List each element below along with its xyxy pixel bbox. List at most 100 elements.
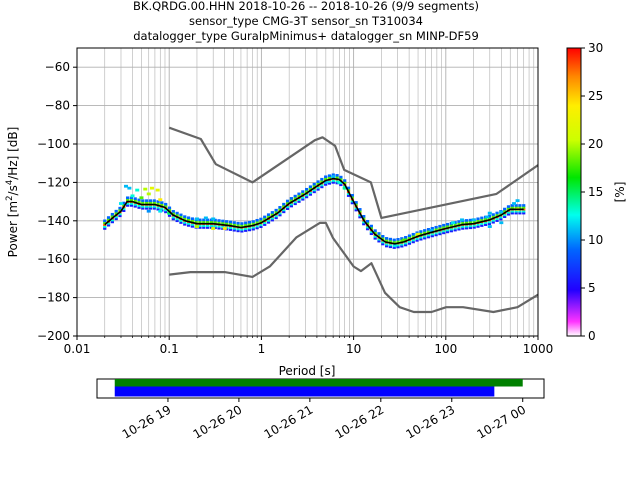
- psd-cell: [339, 175, 343, 179]
- psd-cell: [118, 206, 122, 210]
- psd-cell: [453, 228, 457, 232]
- psd-cell: [164, 202, 168, 206]
- psd-cell: [339, 177, 343, 181]
- psd-cell: [324, 183, 328, 186]
- psd-cell: [255, 226, 259, 230]
- psd-cell: [510, 209, 514, 213]
- psd-cell: [259, 225, 263, 229]
- psd-cell: [416, 232, 421, 236]
- psd-cell: [282, 204, 286, 208]
- psd-cell: [464, 226, 469, 230]
- psd-cell: [141, 201, 145, 204]
- psd-cell: [213, 226, 217, 230]
- psd-cell: [179, 215, 183, 219]
- colorbar-tick-label: 5: [588, 281, 596, 295]
- psd-cell: [146, 209, 151, 213]
- psd-cell: [278, 206, 282, 209]
- psd-cell: [335, 181, 339, 185]
- psd-cell: [495, 219, 499, 222]
- psd-cell: [396, 245, 400, 249]
- psd-cell: [484, 221, 488, 225]
- psd-cell: [240, 229, 244, 233]
- psd-cell: [221, 221, 225, 225]
- psd-cell: [362, 215, 366, 218]
- colorbar-label: [%]: [613, 182, 627, 203]
- colorbar-tick-label: 10: [588, 233, 603, 247]
- psd-cell: [312, 184, 316, 188]
- psd-cell: [106, 223, 111, 227]
- psd-cell: [160, 203, 164, 206]
- colorbar-tick-label: 0: [588, 329, 596, 343]
- psd-cell: [312, 190, 316, 194]
- psd-cell: [487, 214, 492, 218]
- psd-cell: [487, 211, 492, 215]
- psd-cell: [137, 200, 141, 204]
- time-axis-ticks: 10-26 19 10-26 20 10-26 21 10-26 22 10-26 23…: [120, 398, 528, 442]
- psd-cell: [186, 222, 191, 225]
- psd-cell: [203, 216, 208, 220]
- psd-cell: [472, 226, 476, 229]
- psd-cell: [221, 225, 225, 229]
- psd-cell: [327, 176, 332, 179]
- psd-cell: [396, 238, 400, 241]
- colorbar-tick-label: 15: [588, 185, 603, 199]
- psd-cell: [491, 220, 495, 224]
- psd-cell: [285, 199, 290, 203]
- psd-cell: [339, 183, 343, 187]
- psd-cell: [126, 198, 130, 201]
- psd-cell: [411, 238, 415, 242]
- psd-cell: [270, 218, 274, 222]
- psd-cell: [205, 218, 210, 222]
- psd-cell: [503, 213, 507, 217]
- psd-cell: [316, 186, 320, 189]
- psd-plot-area: 0.01 0.1 1 10 100 1000 −200 −180 −160 −140 −120 −1…: [37, 47, 554, 356]
- psd-cell: [369, 232, 373, 236]
- psd-cell: [266, 221, 271, 224]
- psd-cell: [495, 217, 499, 221]
- psd-cell: [419, 235, 423, 239]
- psd-cell: [312, 182, 316, 186]
- psd-cell: [228, 228, 233, 231]
- psd-cell: [491, 213, 495, 216]
- psd-cell: [158, 209, 163, 213]
- time-tick-label: 10-27 00: [474, 402, 528, 441]
- psd-cell: [358, 215, 362, 219]
- psd-cell: [114, 215, 118, 219]
- psd-cell: [445, 222, 450, 226]
- psd-cell: [400, 237, 404, 240]
- psd-cell: [377, 234, 381, 237]
- psd-cell: [301, 192, 305, 195]
- psd-cell: [202, 220, 206, 224]
- x-tick-label: 1000: [523, 342, 554, 356]
- psd-cell: [373, 229, 377, 232]
- psd-cell: [407, 240, 412, 243]
- psd-cell: [404, 241, 408, 245]
- psd-cell: [259, 223, 263, 227]
- psd-cell: [369, 224, 373, 228]
- psd-cell: [396, 239, 400, 243]
- psd-cell: [259, 219, 263, 223]
- psd-cell: [278, 213, 282, 217]
- psd-cell: [164, 210, 168, 214]
- x-tick-label: 100: [434, 342, 457, 356]
- psd-cell: [480, 216, 484, 220]
- psd-cell: [426, 235, 431, 239]
- psd-scatter: [103, 173, 526, 249]
- psd-cell: [392, 244, 397, 248]
- psd-cell: [471, 218, 476, 222]
- psd-cell: [122, 201, 126, 205]
- psd-cell: [487, 225, 492, 228]
- psd-cell: [285, 205, 290, 209]
- psd-cell: [499, 215, 503, 219]
- psd-cell: [148, 207, 153, 210]
- psd-cell: [190, 217, 194, 220]
- psd-cell: [438, 224, 442, 228]
- psd-cell: [343, 179, 347, 182]
- psd-cell: [244, 227, 248, 230]
- colorbar-tick-label: 25: [588, 89, 603, 103]
- psd-cell: [434, 233, 438, 237]
- psd-cell: [110, 212, 114, 216]
- psd-cell: [514, 204, 518, 207]
- psd-cell: [126, 196, 130, 200]
- psd-cell: [510, 206, 514, 209]
